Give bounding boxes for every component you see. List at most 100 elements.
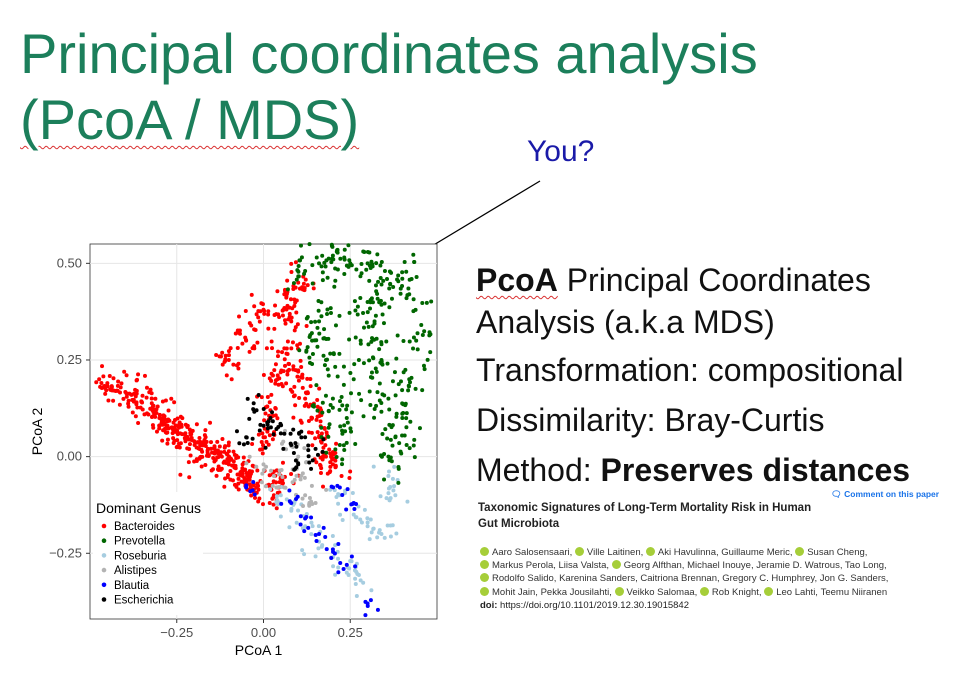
data-point [347,258,352,263]
data-point [212,446,217,451]
data-point [109,384,114,389]
author-name[interactable]: Guillaume Meric, [721,547,796,558]
data-point [276,382,281,387]
data-point [341,566,346,571]
data-point [384,339,389,344]
author-name[interactable]: Veikko Salomaa, [614,586,700,598]
data-point [324,450,329,455]
data-point [349,502,354,507]
legend-label: Alistipes [114,565,157,577]
data-point [274,468,279,473]
data-point [212,451,217,456]
data-point [165,423,170,428]
author-name[interactable]: Markus Perola, Liisa Valsta, [480,560,612,571]
data-point [241,455,246,460]
author-name[interactable]: Michael Inouye, Jeramie D. Watrous, Tao … [687,560,887,572]
data-point [299,435,304,440]
author-name[interactable]: Aaro Salosensaari, [480,547,575,558]
data-point [318,471,323,476]
data-point [260,431,265,436]
data-point [297,395,302,400]
author-name[interactable]: Rob Knight, [699,586,764,598]
data-point [260,447,265,452]
data-point [373,283,378,288]
data-point [382,452,387,457]
data-point [234,363,239,368]
author-name[interactable]: Leo Lahti, [764,586,820,598]
data-point [208,446,213,451]
data-point [313,501,318,506]
data-point [337,351,342,356]
data-point [269,468,274,473]
data-point [367,358,372,363]
data-point [291,451,296,456]
data-point [340,403,345,408]
desc-line-5-prefix: Method: [476,452,601,488]
data-point [403,401,408,406]
data-point [363,613,368,618]
data-point [231,449,236,454]
data-point [396,273,401,278]
data-point [274,427,279,432]
author-name[interactable]: Rodolfo Salido, Karenina Sanders, Caitri… [480,573,888,584]
data-point [273,406,278,411]
data-point [165,441,170,446]
data-point [307,495,312,500]
data-point [337,407,342,412]
author-name[interactable]: Georg Alfthan, [611,560,687,571]
data-point [344,415,349,420]
data-point [338,424,343,429]
data-point [188,453,193,458]
data-point [379,531,384,536]
data-point [407,446,412,451]
data-point [302,475,307,480]
data-point [367,278,372,283]
data-point [314,255,319,260]
data-point [169,425,174,430]
data-point [386,491,391,496]
data-point [179,424,184,429]
data-point [155,404,160,409]
data-point [339,394,344,399]
data-point [274,480,279,485]
data-point [307,503,312,508]
doi-value[interactable]: https://doi.org/10.1101/2019.12.30.19015… [497,600,689,611]
author-name[interactable]: Teemu Niiranen [820,586,888,598]
data-point [401,370,406,375]
data-point [309,415,314,420]
data-point [251,480,256,485]
data-point [326,425,331,430]
data-point [401,410,406,415]
data-point [140,393,145,398]
desc-line-5: Method: Preserves distances [476,452,910,489]
data-point [173,427,178,432]
data-point [427,330,432,335]
author-name[interactable]: Ville Laitinen, [574,547,646,558]
data-point [240,341,245,346]
data-point [107,373,112,378]
data-point [284,291,289,296]
data-point [214,352,219,357]
author-name[interactable]: Aki Havulinna, [645,547,721,558]
data-point [368,306,373,311]
data-point [293,403,298,408]
data-point [270,437,275,442]
data-point [327,447,332,452]
data-point [264,346,269,351]
data-point [269,392,274,397]
data-point [382,535,387,540]
data-point [287,525,292,530]
data-point [325,367,330,372]
data-point [320,278,325,283]
data-point [229,457,234,462]
data-point [205,446,210,451]
data-point [283,485,288,490]
data-point [194,457,199,462]
comment-link[interactable]: 🗨 Comment on this paper [831,489,939,500]
author-name[interactable]: Susan Cheng, [795,547,867,558]
data-point [400,401,405,406]
data-point [320,253,325,258]
data-point [361,361,366,366]
author-name[interactable]: Mohit Jain, Pekka Jousilahti, [480,586,615,598]
data-point [384,496,389,501]
